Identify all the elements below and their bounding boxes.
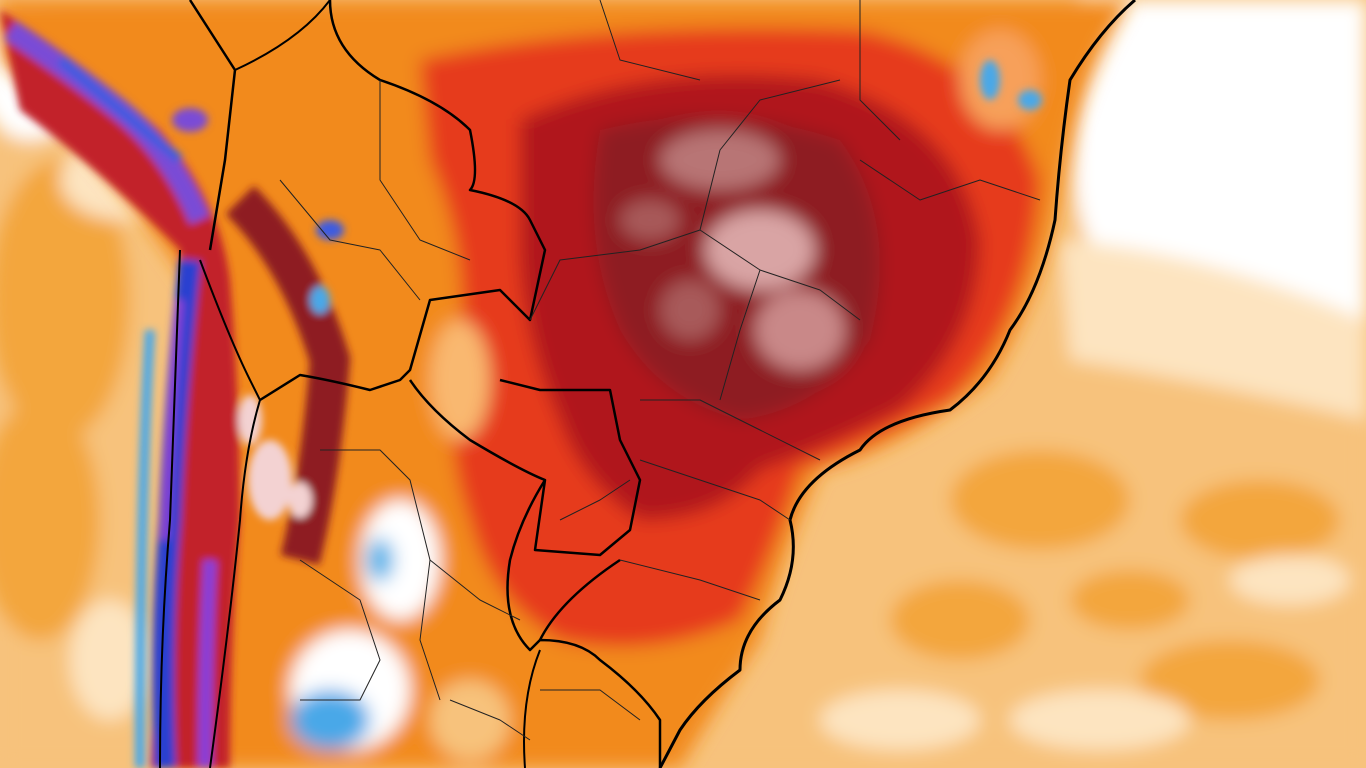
land-field (0, 0, 1130, 768)
country-borders (159, 0, 1136, 768)
